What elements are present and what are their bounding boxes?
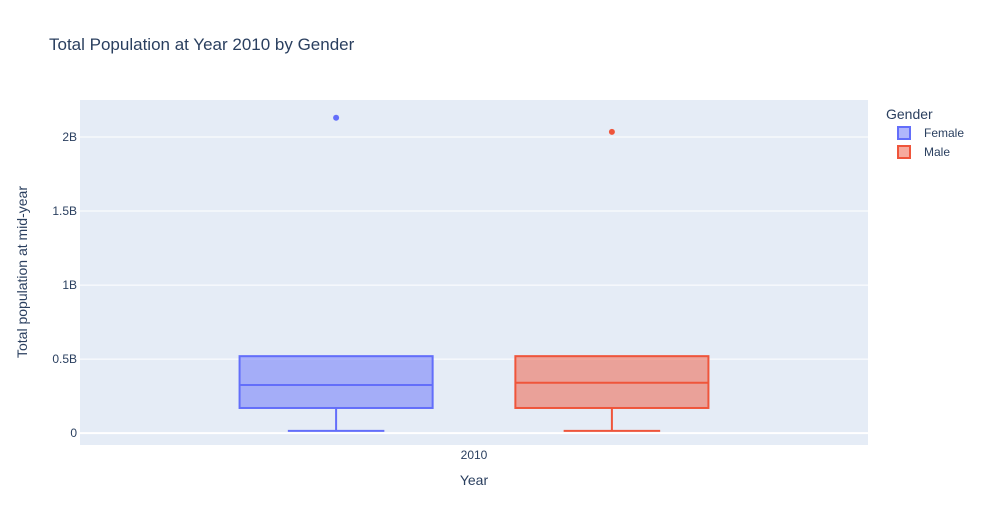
y-tick-label: 2B [62,130,77,144]
plot-area [80,100,868,445]
outlier-point [333,114,340,121]
box-traces [238,114,710,432]
legend-item-male: Male [897,145,950,159]
x-axis-ticks: 2010 [461,448,488,462]
grid-lines [80,136,868,435]
y-tick-label: 0 [70,426,77,440]
legend-item-female: Female [897,126,964,140]
y-tick-label: 1.5B [52,204,77,218]
y-axis-ticks: 0 0.5B 1B 1.5B 2B [52,130,77,440]
legend-swatch [897,145,911,159]
legend-swatch [897,126,911,140]
legend: Gender Female Male [886,106,964,159]
box-male [514,128,710,432]
outlier-point [608,128,615,135]
y-axis-title: Total population at mid-year [14,186,30,358]
y-tick-label: 1B [62,278,77,292]
legend-title: Gender [886,106,933,122]
x-tick-label: 2010 [461,448,488,462]
legend-label: Female [924,126,964,140]
chart-title: Total Population at Year 2010 by Gender [49,35,355,54]
legend-label: Male [924,145,950,159]
y-tick-label: 0.5B [52,352,77,366]
box-iqr [238,355,434,409]
x-axis-title: Year [460,472,489,488]
box-female [238,114,434,432]
